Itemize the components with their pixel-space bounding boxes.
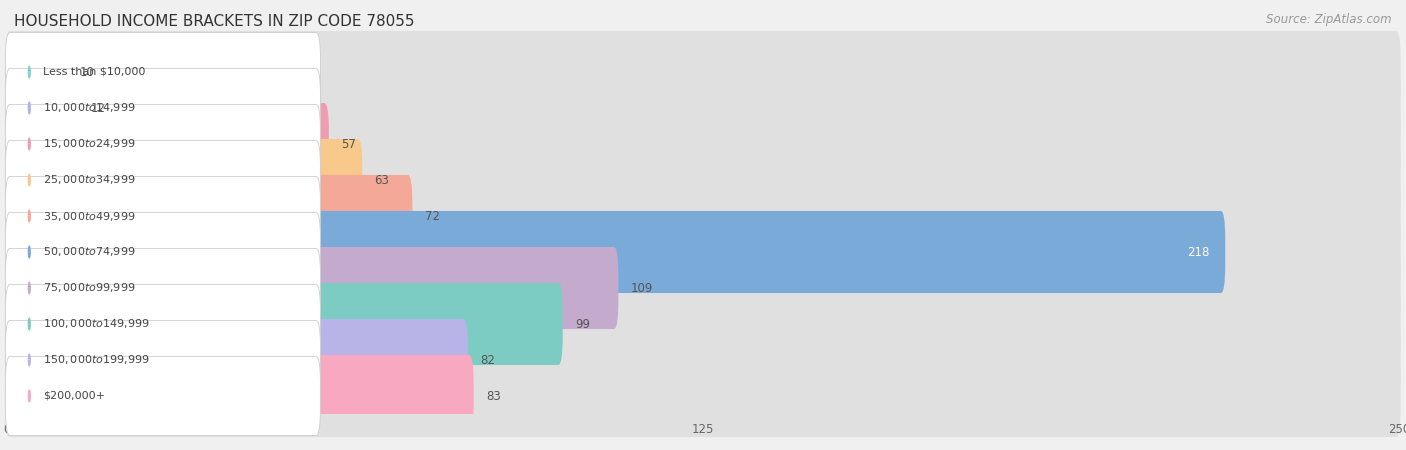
- Circle shape: [28, 282, 30, 294]
- Text: 83: 83: [486, 390, 501, 402]
- FancyBboxPatch shape: [6, 31, 67, 113]
- FancyBboxPatch shape: [6, 175, 1400, 257]
- FancyBboxPatch shape: [6, 175, 412, 257]
- FancyBboxPatch shape: [6, 140, 321, 220]
- Text: 218: 218: [1187, 246, 1209, 258]
- FancyBboxPatch shape: [6, 356, 321, 436]
- Circle shape: [28, 66, 30, 78]
- FancyBboxPatch shape: [6, 248, 321, 328]
- Bar: [7, 90, 1399, 126]
- Circle shape: [28, 354, 30, 366]
- Text: $35,000 to $49,999: $35,000 to $49,999: [44, 210, 136, 222]
- FancyBboxPatch shape: [6, 139, 1400, 221]
- Text: $25,000 to $34,999: $25,000 to $34,999: [44, 174, 136, 186]
- Text: 99: 99: [575, 318, 591, 330]
- Text: 109: 109: [631, 282, 652, 294]
- Circle shape: [28, 102, 30, 114]
- FancyBboxPatch shape: [6, 211, 1400, 293]
- Bar: [7, 54, 1399, 90]
- FancyBboxPatch shape: [6, 283, 1400, 365]
- Bar: [7, 306, 1399, 342]
- Text: $75,000 to $99,999: $75,000 to $99,999: [44, 282, 136, 294]
- Bar: [7, 342, 1399, 378]
- FancyBboxPatch shape: [6, 212, 321, 292]
- Text: $150,000 to $199,999: $150,000 to $199,999: [44, 354, 150, 366]
- Bar: [7, 198, 1399, 234]
- FancyBboxPatch shape: [6, 247, 619, 329]
- FancyBboxPatch shape: [6, 67, 1400, 149]
- FancyBboxPatch shape: [6, 139, 363, 221]
- Text: Source: ZipAtlas.com: Source: ZipAtlas.com: [1267, 14, 1392, 27]
- Text: $100,000 to $149,999: $100,000 to $149,999: [44, 318, 150, 330]
- Text: $10,000 to $14,999: $10,000 to $14,999: [44, 102, 136, 114]
- Text: 10: 10: [79, 66, 94, 78]
- Text: 63: 63: [374, 174, 389, 186]
- FancyBboxPatch shape: [6, 103, 1400, 185]
- FancyBboxPatch shape: [6, 211, 1225, 293]
- Text: $50,000 to $74,999: $50,000 to $74,999: [44, 246, 136, 258]
- Circle shape: [28, 174, 30, 186]
- FancyBboxPatch shape: [6, 355, 474, 437]
- Circle shape: [28, 138, 30, 150]
- FancyBboxPatch shape: [6, 31, 1400, 113]
- Text: Less than $10,000: Less than $10,000: [44, 67, 146, 77]
- FancyBboxPatch shape: [6, 104, 321, 184]
- FancyBboxPatch shape: [6, 319, 468, 401]
- FancyBboxPatch shape: [6, 284, 321, 364]
- FancyBboxPatch shape: [6, 319, 1400, 401]
- FancyBboxPatch shape: [6, 320, 321, 400]
- Text: HOUSEHOLD INCOME BRACKETS IN ZIP CODE 78055: HOUSEHOLD INCOME BRACKETS IN ZIP CODE 78…: [14, 14, 415, 28]
- FancyBboxPatch shape: [6, 247, 1400, 329]
- FancyBboxPatch shape: [6, 67, 79, 149]
- FancyBboxPatch shape: [6, 283, 562, 365]
- Bar: [7, 234, 1399, 270]
- Bar: [7, 126, 1399, 162]
- Text: 57: 57: [342, 138, 356, 150]
- FancyBboxPatch shape: [6, 176, 321, 256]
- Text: 82: 82: [481, 354, 495, 366]
- FancyBboxPatch shape: [6, 103, 329, 185]
- Circle shape: [28, 318, 30, 330]
- FancyBboxPatch shape: [6, 32, 321, 112]
- Text: 72: 72: [425, 210, 440, 222]
- Text: $15,000 to $24,999: $15,000 to $24,999: [44, 138, 136, 150]
- Circle shape: [28, 390, 30, 402]
- Circle shape: [28, 246, 30, 258]
- Bar: [7, 270, 1399, 306]
- Bar: [7, 378, 1399, 414]
- FancyBboxPatch shape: [6, 355, 1400, 437]
- Text: 12: 12: [90, 102, 105, 114]
- FancyBboxPatch shape: [6, 68, 321, 148]
- Bar: [7, 162, 1399, 198]
- Circle shape: [28, 210, 30, 222]
- Text: $200,000+: $200,000+: [44, 391, 105, 401]
